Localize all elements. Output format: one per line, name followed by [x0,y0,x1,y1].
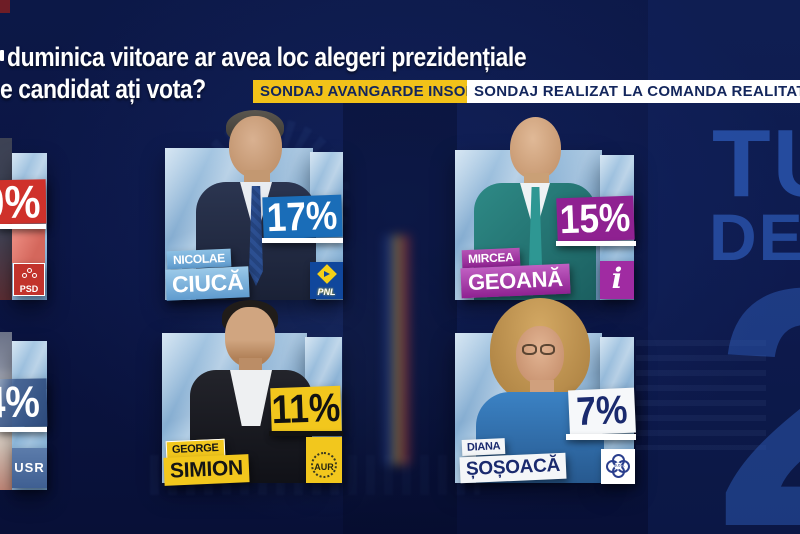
face [516,326,564,384]
neck [239,358,262,372]
geoana-percent-badge: 15% [556,195,635,243]
sos-romania-party-logo: S.O.S. [601,449,635,484]
corner-logo-fragment [0,0,10,13]
psd-rose-icon [27,268,32,273]
psd-underline [0,224,46,229]
glasses-icon [540,344,555,355]
tie [249,186,263,286]
headline-line1: duminica viitoare ar avea loc alegeri pr… [7,42,527,72]
sosoaca-first-name-label: DIANA [461,438,506,456]
psd-logo-label: PSD [19,284,39,294]
background-louvers [636,340,766,450]
neck [530,380,554,394]
aur-logo-circle: AUR [311,452,337,478]
psd-rose-icon [32,273,37,278]
usr-percent-badge: 4% [0,377,48,428]
aur-party-logo: AUR [306,437,342,483]
ciuca-percent-badge: 17% [262,193,343,240]
face [510,117,561,179]
usr-underline [0,427,47,432]
pnl-arrow-icon [324,271,330,277]
headline-line2: e candidat ați vota? [0,74,206,104]
ciuca-last-name-label: CIUCĂ [165,266,250,301]
independent-i-logo: i [600,261,634,299]
face [229,116,282,178]
watermark-text-line2: DEC [709,200,800,274]
simion-last-name-label: SIMION [163,454,250,486]
geoana-last-name-label: GEOANĂ [460,263,571,299]
sosoaca-last-name-label: ȘOȘOACĂ [459,452,567,484]
tie [529,187,542,279]
sosoaca-percent-badge: 7% [568,387,636,436]
psd-percent-badge: 0% [0,175,47,228]
pnl-logo-label: PNL [317,287,336,297]
geoana-underline [556,241,636,246]
simion-underline [269,431,343,436]
ciuca-underline [262,238,343,243]
simion-percent-badge: 11% [270,385,342,434]
watermark-big-number: 2 [714,238,800,534]
psd-rose-icon [22,273,27,278]
pnl-party-logo: PNL [310,262,343,299]
source-badge-realitatea: SONDAJ REALIZAT LA COMANDA REALITATEA [467,80,800,103]
glasses-icon [522,344,537,355]
ciuca-first-name-label: NICOLAE [166,248,232,270]
watermark-text-line1: TU [712,110,800,217]
sos-logo-label: S.O.S. [614,462,626,470]
psd-card-red-strip [12,229,45,263]
source-badge-avangarde-insomar: SONDAJ AVANGARDE INSOMAR [253,80,508,103]
sosoaca-underline [566,434,636,440]
romanian-flag-blur [384,235,410,465]
clipped-letter-fragment [0,50,4,61]
psd-party-logo: PSD [13,263,45,296]
usr-party-logo: USR [12,448,47,488]
face [225,307,275,367]
